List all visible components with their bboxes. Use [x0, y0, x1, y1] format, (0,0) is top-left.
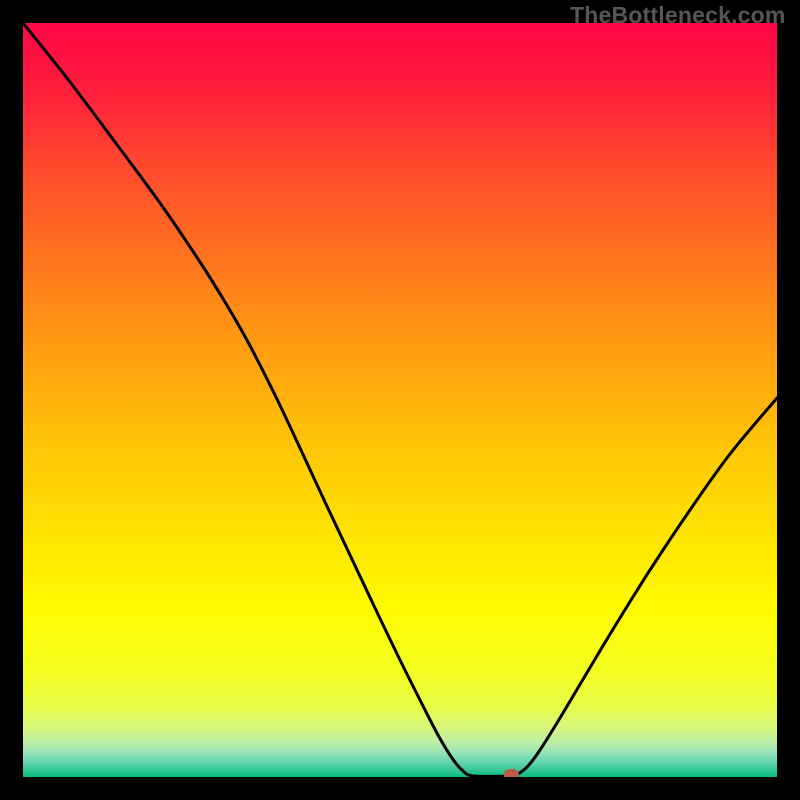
watermark-label: TheBottleneck.com — [570, 2, 786, 29]
plot-background-gradient — [23, 23, 777, 777]
